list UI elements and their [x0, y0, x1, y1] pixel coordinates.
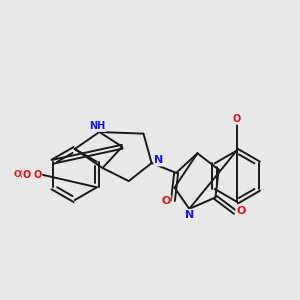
Text: NH: NH — [89, 121, 106, 131]
Text: N: N — [154, 155, 164, 166]
Text: O: O — [15, 169, 23, 179]
Text: O: O — [232, 114, 241, 124]
Text: O: O — [161, 196, 170, 206]
Text: N: N — [184, 210, 194, 220]
Text: O: O — [33, 169, 42, 179]
Text: O: O — [22, 169, 31, 179]
Text: O: O — [13, 170, 21, 179]
Text: O: O — [236, 206, 246, 215]
Text: methoxy: methoxy — [18, 174, 24, 175]
